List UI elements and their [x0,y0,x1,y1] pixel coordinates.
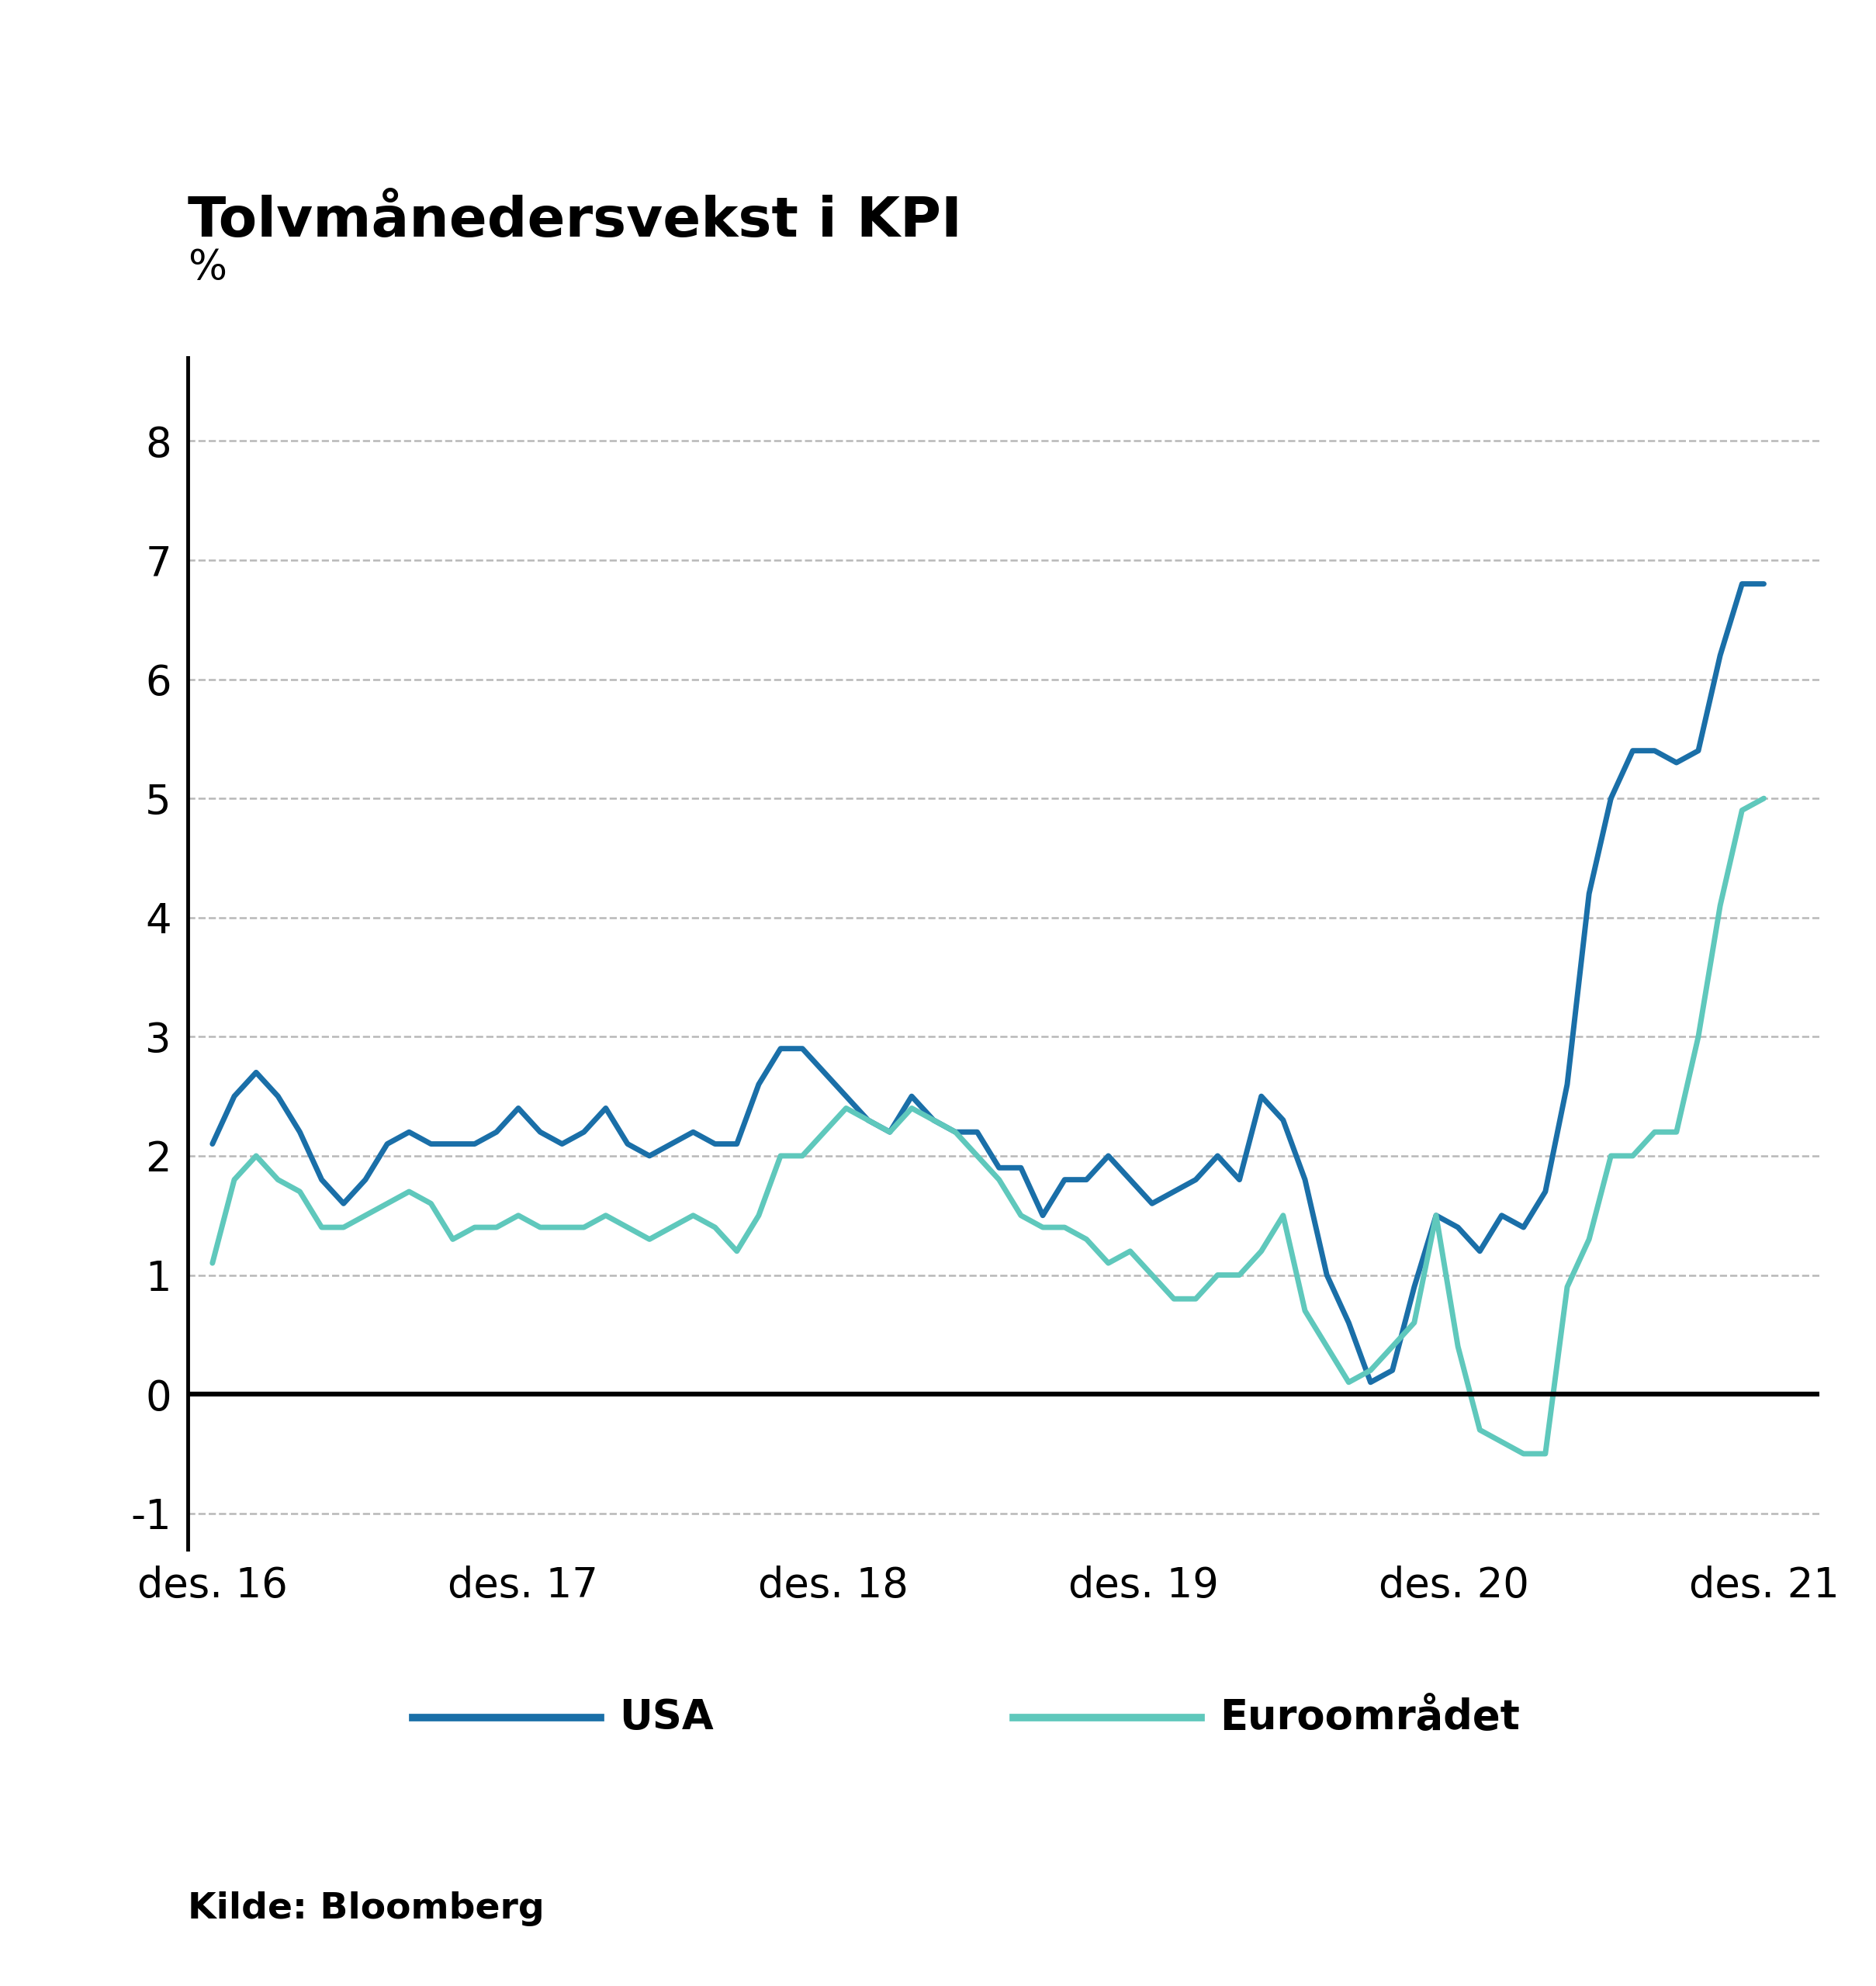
Euroområdet [201,1251,223,1275]
Euroområdet [726,1239,749,1263]
USA [1360,1370,1383,1394]
USA [726,1132,749,1156]
USA [1184,1168,1206,1192]
Euroområdet [420,1192,443,1215]
USA [201,1132,223,1156]
Euroområdet [1752,786,1775,810]
USA [420,1132,443,1156]
Text: %: % [188,248,227,288]
USA [1075,1168,1097,1192]
Euroområdet [572,1215,595,1239]
USA [1249,1084,1272,1108]
Line: Euroområdet: Euroområdet [212,798,1763,1454]
Euroområdet [1184,1287,1206,1311]
USA [1752,572,1775,596]
Line: USA: USA [212,584,1763,1382]
Euroområdet [1512,1442,1535,1466]
Text: Tolvmånedersvekst i KPI: Tolvmånedersvekst i KPI [188,195,962,248]
Text: USA: USA [619,1698,713,1738]
Text: Euroområdet: Euroområdet [1219,1698,1520,1738]
Euroområdet [1075,1227,1097,1251]
Text: Kilde: Bloomberg: Kilde: Bloomberg [188,1891,544,1926]
USA [1643,739,1666,763]
Euroområdet [1249,1239,1272,1263]
USA [1732,572,1754,596]
